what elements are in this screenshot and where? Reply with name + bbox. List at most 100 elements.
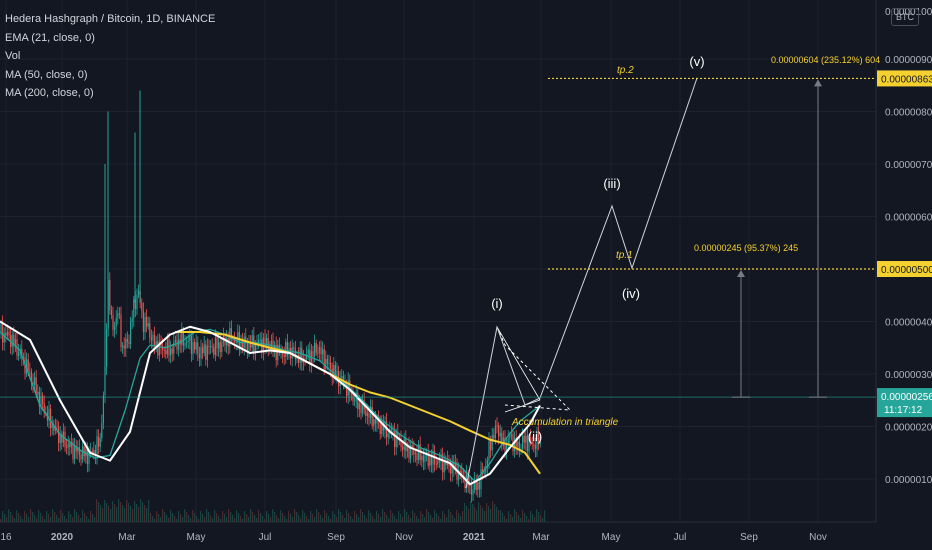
candle-body xyxy=(114,326,116,330)
volume-bar xyxy=(418,519,420,522)
volume-bar xyxy=(358,517,360,522)
volume-bar xyxy=(476,510,478,522)
volume-bar xyxy=(404,509,406,522)
candle-body xyxy=(34,377,36,386)
volume-bars xyxy=(0,499,546,522)
candle-body xyxy=(322,349,324,355)
candle-body xyxy=(307,349,309,355)
volume-bar xyxy=(96,499,98,522)
volume-bar xyxy=(374,519,376,522)
volume-bar xyxy=(448,509,450,522)
volume-bar xyxy=(38,510,40,522)
volume-bar xyxy=(444,514,446,522)
candle-body xyxy=(357,392,359,410)
volume-bar xyxy=(78,515,80,522)
volume-bar xyxy=(454,518,456,522)
candle-body xyxy=(472,489,474,495)
volume-bar xyxy=(154,519,156,522)
volume-bar xyxy=(302,510,304,522)
volume-bar xyxy=(316,509,318,522)
volume-bar xyxy=(112,501,114,522)
candle-body xyxy=(203,344,205,354)
legend-ma200[interactable]: MA (200, close, 0) xyxy=(5,87,94,99)
candle-body xyxy=(80,454,82,460)
volume-bar xyxy=(354,511,356,522)
volume-bar xyxy=(150,513,152,522)
candle-body xyxy=(58,427,60,444)
volume-bar xyxy=(292,517,294,522)
volume-bar xyxy=(446,517,448,522)
volume-bar xyxy=(222,511,224,522)
candle-body xyxy=(168,339,170,356)
candle-body xyxy=(432,450,434,465)
candle-body xyxy=(522,435,524,449)
tp2-price-text: 0.00000863 xyxy=(881,74,932,85)
volume-bar xyxy=(526,516,528,522)
candle-body xyxy=(526,435,528,452)
volume-bar xyxy=(480,505,482,522)
volume-bar xyxy=(412,510,414,522)
candle-body xyxy=(429,457,431,466)
candle-body xyxy=(435,463,437,465)
volume-bar xyxy=(380,517,382,522)
volume-bar xyxy=(108,506,110,522)
volume-bar xyxy=(398,511,400,522)
candle-body xyxy=(464,475,466,489)
candle-body xyxy=(104,366,106,396)
volume-bar xyxy=(30,509,32,522)
volume-bar xyxy=(536,509,538,522)
legend-ema[interactable]: EMA (21, close, 0) xyxy=(5,31,95,44)
volume-bar xyxy=(166,515,168,522)
candle-body xyxy=(459,470,461,472)
candle-body xyxy=(182,330,184,346)
volume-bar xyxy=(332,511,334,522)
candle-body xyxy=(122,345,124,347)
countdown-text: 11:17:12 xyxy=(884,405,923,416)
candle-body xyxy=(336,370,338,377)
candle-body xyxy=(190,335,192,354)
volume-bar xyxy=(110,509,112,522)
currency-button[interactable]: BTC xyxy=(891,8,919,26)
candle-body xyxy=(59,434,61,444)
candle-body xyxy=(490,440,492,451)
volume-bar xyxy=(392,513,394,522)
volume-bar xyxy=(370,513,372,522)
volume-bar xyxy=(12,515,14,522)
candle-body xyxy=(474,479,476,490)
candle-body xyxy=(152,335,154,341)
volume-bar xyxy=(168,518,170,522)
volume-bar xyxy=(116,507,118,522)
volume-bar xyxy=(74,509,76,522)
volume-bar xyxy=(208,512,210,522)
volume-bar xyxy=(360,509,362,522)
volume-bar xyxy=(144,505,146,522)
candle-body xyxy=(346,382,348,396)
volume-bar xyxy=(182,517,184,522)
candle-body xyxy=(101,423,103,439)
volume-bar xyxy=(338,509,340,522)
legend-ma50[interactable]: MA (50, close, 0) xyxy=(5,68,88,81)
x-tick-label: May xyxy=(602,532,621,543)
volume-bar xyxy=(186,512,188,522)
candle-body xyxy=(0,323,2,332)
legend-title[interactable]: Hedera Hashgraph / Bitcoin, 1D, BINANCE xyxy=(5,13,216,25)
candle-body xyxy=(301,347,303,363)
candle-body xyxy=(173,342,175,354)
y-tick-label: 0.00001000 xyxy=(885,7,932,18)
candle-body xyxy=(264,337,266,346)
candle-body xyxy=(106,329,108,367)
volume-bar xyxy=(464,503,466,522)
candle-body xyxy=(362,400,364,414)
triangle-upper xyxy=(496,326,541,401)
candle-body xyxy=(214,337,216,355)
volume-bar xyxy=(98,502,100,522)
volume-bar xyxy=(270,517,272,522)
volume-bar xyxy=(220,519,222,522)
legend-vol[interactable]: Vol xyxy=(5,50,21,62)
volume-bar xyxy=(272,509,274,522)
candle-body xyxy=(211,346,213,348)
